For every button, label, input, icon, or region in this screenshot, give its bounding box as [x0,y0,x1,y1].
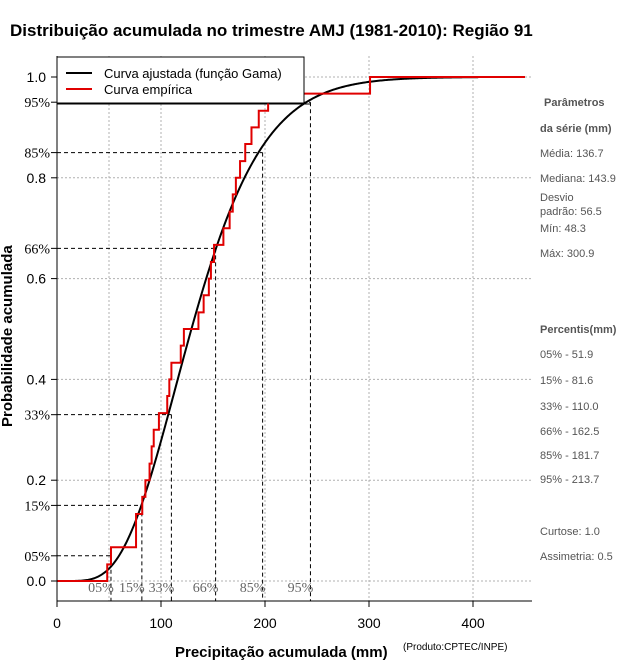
percentile-y-label: 95% [24,96,50,111]
plot-area: 0 100 200 300 400 0.0 0.2 0.4 0.6 0.8 1.0 05% 05% 1… [24,56,532,631]
legend: Curva ajustada (função Gama) Curva empír… [56,56,305,104]
stat-curtose: Curtose: 1.0 [540,526,600,538]
stat-min: Mín: 48.3 [540,223,586,235]
stat-max: Máx: 300.9 [540,248,594,260]
stats-panel: Parâmetros da série (mm) Média: 136.7 Me… [540,97,617,563]
x-tick-label: 400 [461,615,485,631]
y-ticks: 0.0 0.2 0.4 0.6 0.8 1.0 [27,69,57,589]
percentile-x-label: 66% [193,581,219,596]
credit-label: (Produto:CPTEC/INPE) [403,642,507,653]
y-tick-label: 0.8 [27,170,47,186]
pct-05: 05% - 51.9 [540,349,593,361]
legend-label-gamma: Curva ajustada (função Gama) [104,66,282,81]
percentile-y-label: 05% [24,550,50,565]
x-ticks: 0 100 200 300 400 [53,601,485,631]
legend-box [56,56,305,104]
y-tick-label: 1.0 [27,69,47,85]
pct-95: 95% - 213.7 [540,474,599,486]
stat-desvio-2: padrão: 56.5 [540,206,602,218]
x-tick-label: 100 [149,615,173,631]
y-tick-label: 0.2 [27,472,47,488]
legend-label-empirica: Curva empírica [104,82,193,97]
percentile-guides [57,101,311,601]
series-layer [57,76,525,582]
percentile-x-label: 95% [288,581,314,596]
gamma-curve [57,76,479,582]
chart-title: Distribuição acumulada no trimestre AMJ … [10,21,533,40]
percentile-y-label: 66% [24,242,50,257]
x-tick-label: 0 [53,615,61,631]
empirical-curve [57,76,525,582]
percentile-x-label: 33% [149,581,175,596]
grid [56,56,532,601]
percentis-title: Percentis(mm) [540,324,617,336]
stat-assimetria: Assimetria: 0.5 [540,551,613,563]
y-tick-label: 0.0 [27,573,47,589]
params-title-1: Parâmetros [544,97,605,109]
percentile-y-label: 33% [24,409,50,424]
percentile-y-label: 15% [24,499,50,514]
percentile-x-label: 85% [240,581,266,596]
y-tick-label: 0.4 [27,371,47,387]
stat-mediana: Mediana: 143.9 [540,173,616,185]
pct-85: 85% - 181.7 [540,450,599,462]
percentile-x-label: 05% [88,581,114,596]
percentile-y-label: 85% [24,147,50,162]
pct-15: 15% - 81.6 [540,375,593,387]
percentile-x-label: 15% [119,581,145,596]
stat-media: Média: 136.7 [540,148,604,160]
y-tick-label: 0.6 [27,271,47,287]
params-title-2: da série (mm) [540,123,612,135]
pct-66: 66% - 162.5 [540,426,599,438]
percentile-ticks: 05% 05% 15% 15% 33% 33% 66% 66% 85% 85% 95% 95% [24,96,313,596]
pct-33: 33% - 110.0 [540,401,599,413]
stat-desvio-1: Desvio [540,192,574,204]
x-tick-label: 200 [253,615,277,631]
x-tick-label: 300 [357,615,381,631]
y-axis-label: Probabilidade acumulada [0,245,16,427]
x-axis-label: Precipitação acumulada (mm) [175,644,388,660]
